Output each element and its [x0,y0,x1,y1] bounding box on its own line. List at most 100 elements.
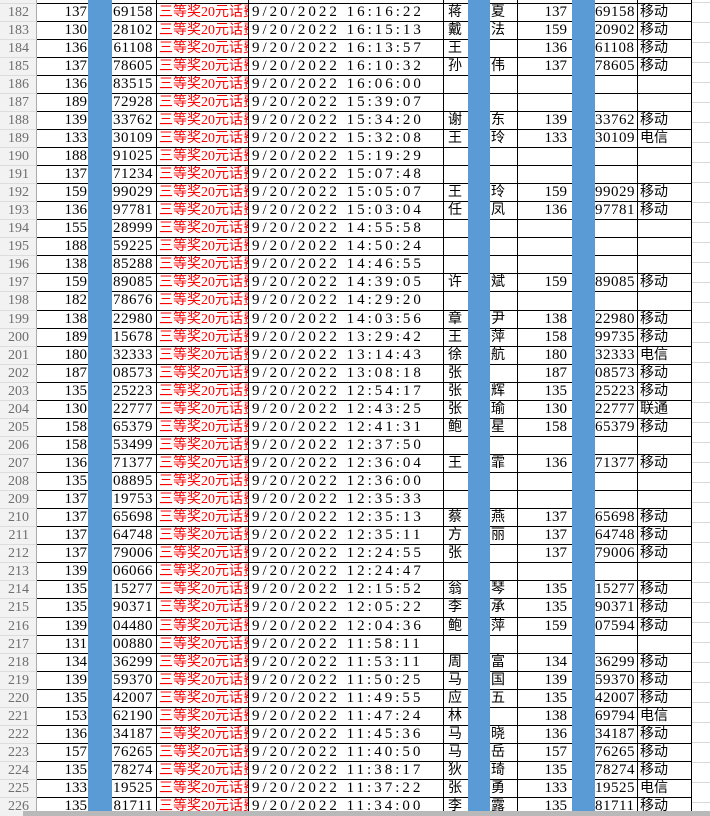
phone1-prefix-cell[interactable]: 137 [37,4,93,22]
row-header-cell[interactable] [0,0,37,4]
row-header-cell[interactable]: 205 [0,418,37,437]
prize-cell[interactable]: 三等奖20元话费 [156,0,248,4]
phone2-prefix-cell[interactable]: 135 [517,581,571,600]
phone1-suffix-cell[interactable]: 19753 [112,491,156,510]
prize-cell[interactable]: 三等奖20元话费 [156,202,248,221]
phone1-prefix-cell[interactable]: 139 [37,672,93,690]
datetime-cell[interactable]: 9/20/2022 12:41:31 [248,418,443,437]
prize-cell[interactable]: 三等奖20元话费 [156,166,248,185]
phone1-suffix-cell[interactable]: 83515 [112,76,156,94]
carrier-cell[interactable] [637,563,692,582]
carrier-cell[interactable]: 联通 [637,400,692,419]
prize-cell[interactable]: 三等奖20元话费 [156,382,248,401]
prize-cell[interactable]: 三等奖20元话费 [156,563,248,582]
datetime-cell[interactable]: 9/20/2022 12:04:36 [248,617,443,636]
phone2-prefix-cell[interactable]: 136 [517,725,571,744]
datetime-cell[interactable]: 9/20/2022 11:40:50 [248,743,443,762]
phone2-suffix-cell[interactable] [595,563,637,582]
prize-cell[interactable]: 三等奖20元话费 [156,762,248,781]
row-header-cell[interactable]: 222 [0,725,37,744]
prize-cell[interactable]: 三等奖20元话费 [156,274,248,293]
carrier-cell[interactable]: 移动 [637,202,692,221]
datetime-cell[interactable]: 9/20/2022 12:54:17 [248,382,443,401]
datetime-cell[interactable]: 9/20/2022 14:55:58 [248,220,443,239]
phone1-suffix-cell[interactable]: 71377 [112,455,156,474]
phone2-suffix-cell[interactable] [595,0,637,4]
datetime-cell[interactable]: 9/20/2022 11:37:22 [248,780,443,799]
phone1-suffix-cell[interactable]: 78676 [112,292,156,311]
prize-cell[interactable]: 三等奖20元话费 [156,184,248,203]
phone2-prefix-cell[interactable]: 157 [517,743,571,762]
phone2-suffix-cell[interactable]: 65698 [595,509,637,528]
phone1-prefix-cell[interactable]: 135 [37,599,93,618]
phone1-prefix-cell[interactable]: 136 [37,726,93,744]
phone2-suffix-cell[interactable]: 30109 [595,130,637,148]
row-header-cell[interactable]: 204 [0,400,37,419]
phone2-suffix-cell[interactable] [595,636,637,654]
prize-cell[interactable]: 三等奖20元话费 [156,509,248,528]
phone1-prefix-cell[interactable]: 180 [37,347,93,365]
phone1-suffix-cell[interactable]: 36299 [112,654,156,672]
row-header-cell[interactable]: 194 [0,220,37,239]
row-header-cell[interactable]: 208 [0,473,37,492]
phone1-prefix-cell[interactable]: 130 [37,22,93,40]
row-header-cell[interactable]: 184 [0,39,37,58]
phone1-prefix-cell[interactable]: 189 [37,329,93,347]
phone1-suffix-cell[interactable]: 22980 [112,311,156,329]
row-header-cell[interactable]: 219 [0,671,37,690]
phone1-suffix-cell[interactable]: 30109 [112,130,156,148]
phone2-suffix-cell[interactable]: 15277 [595,581,637,600]
phone2-prefix-cell[interactable]: 187 [517,364,571,383]
datetime-cell[interactable]: 9/20/2022 11:58:11 [248,635,443,654]
carrier-cell[interactable]: 移动 [637,599,692,618]
phone1-suffix-cell[interactable]: 28102 [112,22,156,40]
prize-cell[interactable]: 三等奖20元话费 [156,256,248,275]
carrier-cell[interactable]: 电信 [637,707,692,726]
row-header-cell[interactable]: 196 [0,256,37,275]
phone1-prefix-cell[interactable]: 135 [37,581,93,600]
phone1-prefix-cell[interactable]: 136 [37,40,93,58]
phone2-prefix-cell[interactable]: 133 [517,129,571,148]
row-header-cell[interactable]: 217 [0,635,37,654]
datetime-cell[interactable]: 9/20/2022 14:50:24 [248,238,443,257]
phone1-prefix-cell[interactable]: 158 [37,419,93,437]
carrier-cell[interactable]: 移动 [637,328,692,347]
phone2-prefix-cell[interactable]: 137 [517,3,571,22]
row-header-cell[interactable]: 201 [0,346,37,365]
row-header-cell[interactable]: 223 [0,743,37,762]
phone1-prefix-cell[interactable]: 135 [37,690,93,708]
prize-cell[interactable]: 三等奖20元话费 [156,75,248,94]
phone2-suffix-cell[interactable]: 64748 [595,527,637,546]
phone1-prefix-cell[interactable]: 135 [37,762,93,781]
phone1-suffix-cell[interactable]: 53499 [112,437,156,455]
phone1-suffix-cell[interactable]: 15277 [112,581,156,600]
phone2-prefix-cell[interactable]: 134 [517,653,571,672]
phone2-suffix-cell[interactable]: 89085 [595,274,637,293]
prize-cell[interactable]: 三等奖20元话费 [156,129,248,148]
prize-cell[interactable]: 三等奖20元话费 [156,364,248,383]
datetime-cell[interactable]: 9/20/2022 11:49:55 [248,689,443,708]
phone2-prefix-cell[interactable]: 137 [517,509,571,528]
prize-cell[interactable]: 三等奖20元话费 [156,21,248,40]
row-header-cell[interactable]: 216 [0,617,37,636]
carrier-cell[interactable] [637,292,692,311]
prize-cell[interactable]: 三等奖20元话费 [156,617,248,636]
phone2-suffix-cell[interactable]: 22980 [595,311,637,329]
phone1-suffix-cell[interactable]: 19525 [112,780,156,799]
phone2-prefix-cell[interactable]: 159 [517,274,571,293]
row-header-cell[interactable]: 187 [0,93,37,112]
carrier-cell[interactable]: 电信 [637,346,692,365]
phone1-suffix-cell[interactable]: 78274 [112,762,156,781]
datetime-cell[interactable]: 9/20/2022 12:35:33 [248,491,443,510]
prize-cell[interactable]: 三等奖20元话费 [156,346,248,365]
phone2-suffix-cell[interactable] [595,256,637,275]
datetime-cell[interactable] [248,0,443,4]
phone2-prefix-cell[interactable] [517,436,571,455]
datetime-cell[interactable]: 9/20/2022 12:36:00 [248,473,443,492]
phone1-suffix-cell[interactable]: 59370 [112,672,156,690]
phone1-suffix-cell[interactable]: 34187 [112,726,156,744]
datetime-cell[interactable]: 9/20/2022 14:46:55 [248,256,443,275]
row-header-cell[interactable]: 189 [0,129,37,148]
phone1-prefix-cell[interactable]: 136 [37,76,93,94]
phone2-prefix-cell[interactable]: 138 [517,707,571,726]
